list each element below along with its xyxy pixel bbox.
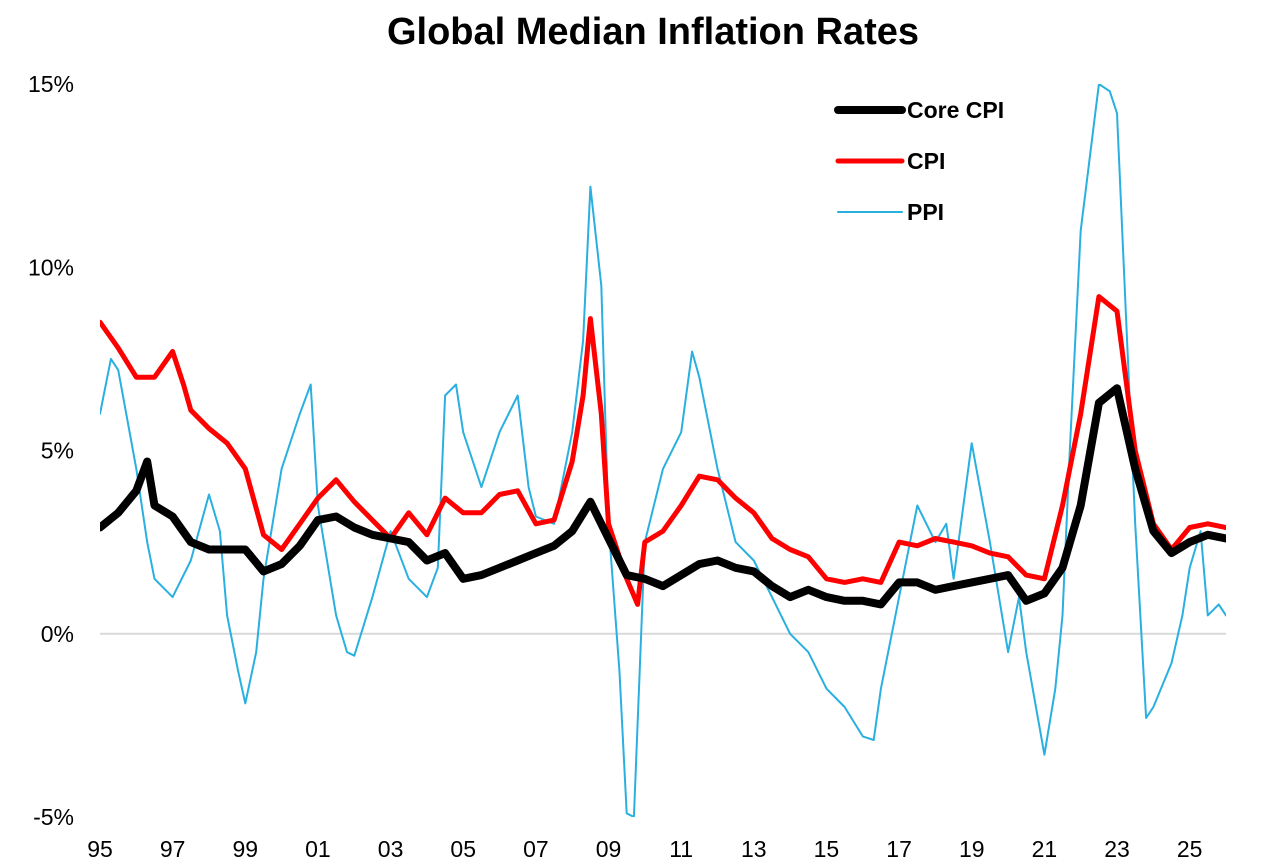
y-tick-label: -5% (33, 804, 74, 830)
y-tick-label: 0% (41, 621, 74, 647)
legend: Core CPI CPI PPI (834, 97, 1004, 225)
x-tick-label: 11 (669, 836, 693, 862)
x-tick-label: 21 (1032, 836, 1058, 862)
x-tick-label: 07 (523, 836, 549, 862)
x-tick-label: 23 (1104, 836, 1130, 862)
x-tick-label: 15 (814, 836, 840, 862)
y-tick-label: 10% (28, 254, 74, 280)
x-tick-label: 25 (1177, 836, 1203, 862)
y-axis: 15% 10% 5% 0% -5% (28, 71, 74, 830)
x-tick-label: 19 (959, 836, 985, 862)
y-tick-label: 5% (41, 438, 74, 464)
x-axis: 95 97 99 01 03 05 07 09 11 13 15 17 19 21 23 25 (87, 836, 1202, 862)
y-tick-label: 15% (28, 71, 74, 97)
x-tick-label: 05 (450, 836, 476, 862)
x-tick-label: 17 (886, 836, 912, 862)
x-tick-label: 09 (596, 836, 622, 862)
series-line-core-cpi (100, 384, 1226, 609)
series-line-ppi (100, 84, 1226, 817)
series-line-cpi (100, 294, 1226, 607)
legend-label-ppi: PPI (907, 199, 944, 225)
x-tick-label: 95 (87, 836, 113, 862)
x-tick-label: 03 (378, 836, 404, 862)
plot-area (100, 84, 1226, 817)
legend-label-cpi: CPI (907, 148, 945, 174)
x-tick-label: 99 (232, 836, 258, 862)
x-tick-label: 01 (305, 836, 331, 862)
legend-label-core-cpi: Core CPI (907, 97, 1004, 123)
chart-title: Global Median Inflation Rates (387, 11, 919, 53)
x-tick-label: 13 (741, 836, 767, 862)
x-tick-label: 97 (160, 836, 186, 862)
